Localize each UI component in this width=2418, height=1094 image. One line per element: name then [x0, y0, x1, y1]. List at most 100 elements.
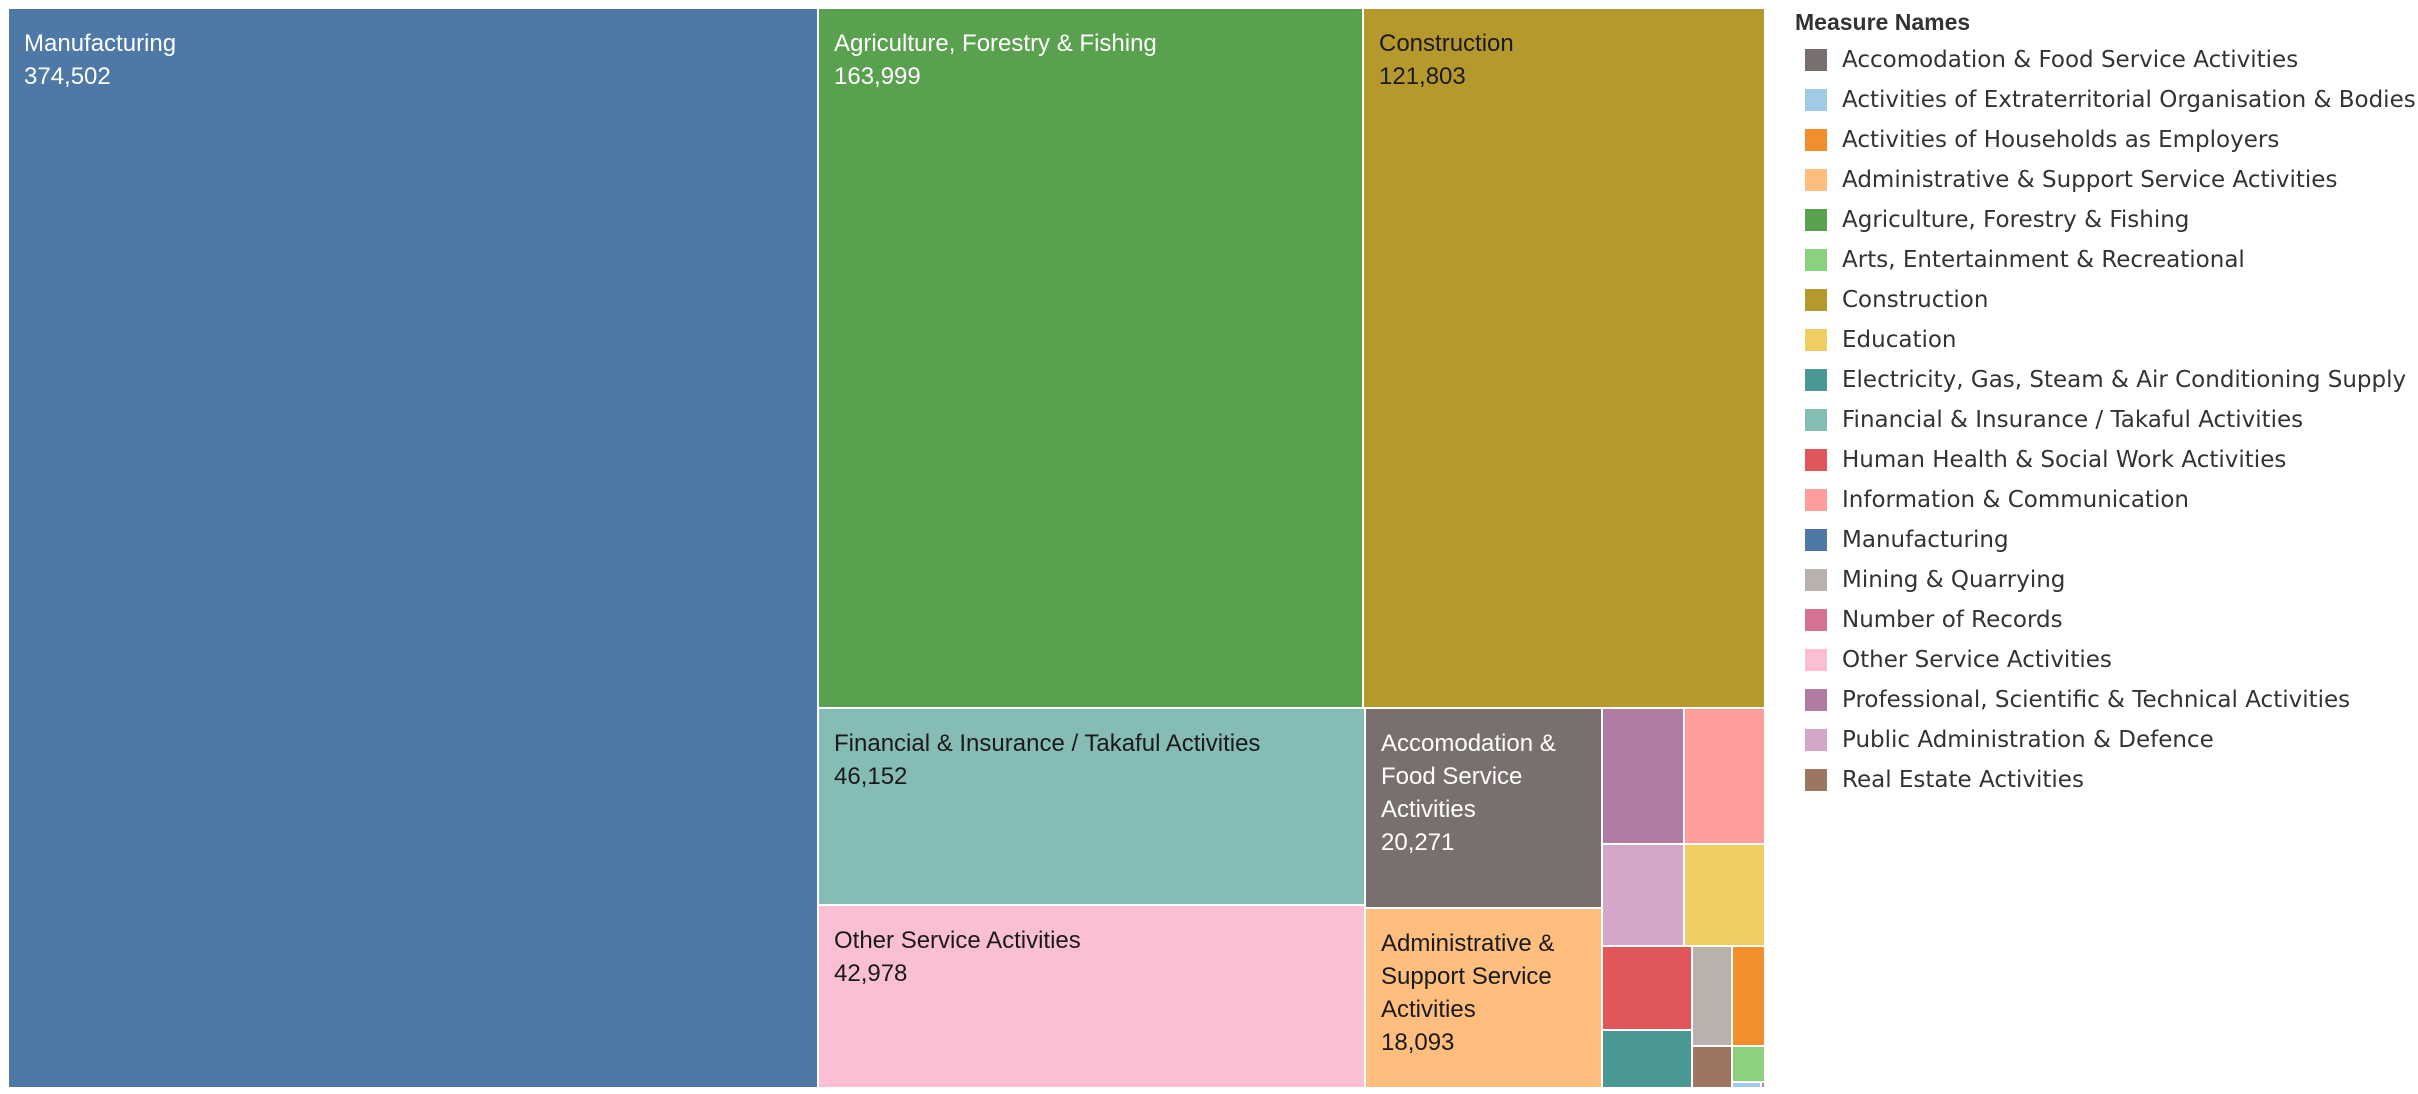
treemap-cell-agriculture-forestry-fishing[interactable]: Agriculture, Forestry & Fishing 163,999	[817, 7, 1364, 709]
treemap-name-other-service-activities: Other Service Activities	[834, 927, 1081, 954]
legend-label-number-of-records: Number of Records	[1842, 607, 2063, 633]
treemap-rect-information-communication[interactable]	[1683, 707, 1766, 845]
legend-item-professional-scientific-technical-activities[interactable]: Professional, Scientific & Technical Act…	[1795, 680, 2418, 720]
treemap-value-construction: 121,803	[1379, 63, 1466, 90]
treemap-rect-activities-of-households-as-employers[interactable]	[1731, 945, 1766, 1047]
legend-label-accomodation-food-service-activities: Accomodation & Food Service Activities	[1842, 47, 2299, 73]
treemap-cell-electricity-gas-steam-air-conditioning-supply[interactable]	[1601, 1029, 1693, 1089]
treemap-cell-financial-insurance-takaful-activities[interactable]: Financial & Insurance / Takaful Activiti…	[817, 707, 1366, 906]
treemap-rect-construction[interactable]	[1362, 7, 1766, 709]
legend-item-public-administration-defence[interactable]: Public Administration & Defence	[1795, 720, 2418, 760]
legend-item-education[interactable]: Education	[1795, 320, 2418, 360]
treemap-cell-mining-quarrying[interactable]	[1691, 945, 1733, 1047]
treemap-rect-mining-quarrying[interactable]	[1691, 945, 1733, 1047]
legend-label-arts-entertainment-recreational: Arts, Entertainment & Recreational	[1842, 247, 2245, 273]
treemap-rect-public-administration-defence[interactable]	[1601, 843, 1685, 947]
legend-swatch-information-communication	[1805, 489, 1827, 511]
treemap-rect-activities-of-extraterritorial-organisation-bodies[interactable]	[1731, 1081, 1762, 1089]
legend-label-mining-quarrying: Mining & Quarrying	[1842, 567, 2066, 593]
treemap-value-administrative-support-service-activities: 18,093	[1381, 1029, 1454, 1056]
legend-swatch-construction	[1805, 289, 1827, 311]
treemap-rect-education[interactable]	[1683, 843, 1766, 947]
legend-item-information-communication[interactable]: Information & Communication	[1795, 480, 2418, 520]
treemap-rect-real-estate-activities[interactable]	[1691, 1045, 1733, 1089]
legend-label-manufacturing: Manufacturing	[1842, 527, 2009, 553]
legend-label-administrative-support-service-activities: Administrative & Support Service Activit…	[1842, 167, 2338, 193]
legend: Measure Names Accomodation & Food Servic…	[1795, 4, 2418, 800]
treemap-rect-human-health-social-work-activities[interactable]	[1601, 945, 1693, 1031]
legend-swatch-number-of-records	[1805, 609, 1827, 631]
treemap-cell-administrative-support-service-activities[interactable]: Administrative & Support Service Activitie…	[1364, 907, 1603, 1089]
legend-item-administrative-support-service-activities[interactable]: Administrative & Support Service Activit…	[1795, 160, 2418, 200]
treemap-rect-professional-scientific-technical-activities[interactable]	[1601, 707, 1685, 845]
legend-item-arts-entertainment-recreational[interactable]: Arts, Entertainment & Recreational	[1795, 240, 2418, 280]
treemap-cell-activities-of-extraterritorial-organisation-bodies[interactable]	[1731, 1081, 1762, 1089]
treemap-cell-number-of-records[interactable]	[1760, 1081, 1766, 1089]
treemap-name-administrative-support-service-activities: Support Service	[1381, 963, 1552, 990]
treemap-label-construction: Construction 121,803	[1379, 30, 1514, 90]
treemap-label-agriculture-forestry-fishing: Agriculture, Forestry & Fishing 163,999	[834, 30, 1157, 90]
legend-label-education: Education	[1842, 327, 1957, 353]
treemap-label-other-service-activities: Other Service Activities 42,978	[834, 927, 1081, 987]
treemap-cell-construction[interactable]: Construction 121,803	[1362, 7, 1766, 709]
treemap-rect-accomodation-food-service-activities[interactable]	[1364, 707, 1603, 909]
treemap-name-manufacturing: Manufacturing	[24, 30, 176, 57]
legend-item-financial-insurance-takaful-activities[interactable]: Financial & Insurance / Takaful Activiti…	[1795, 400, 2418, 440]
treemap-value-financial-insurance-takaful-activities: 46,152	[834, 763, 907, 790]
legend-item-mining-quarrying[interactable]: Mining & Quarrying	[1795, 560, 2418, 600]
legend-item-activities-of-extraterritorial-organisation-bodies[interactable]: Activities of Extraterritorial Organisat…	[1795, 80, 2418, 120]
legend-label-agriculture-forestry-fishing: Agriculture, Forestry & Fishing	[1842, 207, 2190, 233]
treemap-rect-financial-insurance-takaful-activities[interactable]	[817, 707, 1366, 906]
treemap-label-financial-insurance-takaful-activities: Financial & Insurance / Takaful Activiti…	[834, 730, 1260, 790]
legend-item-other-service-activities[interactable]: Other Service Activities	[1795, 640, 2418, 680]
treemap-cell-arts-entertainment-recreational[interactable]	[1731, 1045, 1766, 1083]
legend-title: Measure Names	[1795, 9, 1971, 35]
treemap-name-construction: Construction	[1379, 30, 1514, 57]
legend-label-electricity-gas-steam-air-conditioning-supply: Electricity, Gas, Steam & Air Conditioni…	[1842, 367, 2407, 393]
legend-items: Accomodation & Food Service Activities Ac…	[1795, 40, 2418, 800]
treemap-name-accomodation-food-service-activities: Activities	[1381, 796, 1476, 823]
treemap-cell-professional-scientific-technical-activities[interactable]	[1601, 707, 1685, 845]
legend-swatch-financial-insurance-takaful-activities	[1805, 409, 1827, 431]
treemap-rect-number-of-records[interactable]	[1760, 1081, 1766, 1089]
legend-label-other-service-activities: Other Service Activities	[1842, 647, 2112, 673]
legend-item-human-health-social-work-activities[interactable]: Human Health & Social Work Activities	[1795, 440, 2418, 480]
treemap-cell-public-administration-defence[interactable]	[1601, 843, 1685, 947]
legend-swatch-public-administration-defence	[1805, 729, 1827, 751]
treemap-cell-manufacturing[interactable]: Manufacturing 374,502	[7, 7, 819, 1089]
treemap-cell-other-service-activities[interactable]: Other Service Activities 42,978	[817, 904, 1366, 1089]
legend-label-real-estate-activities: Real Estate Activities	[1842, 767, 2084, 793]
legend-item-electricity-gas-steam-air-conditioning-supply[interactable]: Electricity, Gas, Steam & Air Conditioni…	[1795, 360, 2418, 400]
treemap-cell-real-estate-activities[interactable]	[1691, 1045, 1733, 1089]
treemap-cell-human-health-social-work-activities[interactable]	[1601, 945, 1693, 1031]
treemap-cell-education[interactable]	[1683, 843, 1766, 947]
legend-swatch-arts-entertainment-recreational	[1805, 249, 1827, 271]
legend-swatch-education	[1805, 329, 1827, 351]
treemap-rect-administrative-support-service-activities[interactable]	[1364, 907, 1603, 1089]
treemap-cell-activities-of-households-as-employers[interactable]	[1731, 945, 1766, 1047]
treemap-name-administrative-support-service-activities: Administrative &	[1381, 930, 1554, 957]
treemap-cell-information-communication[interactable]	[1683, 707, 1766, 845]
treemap-cell-accomodation-food-service-activities[interactable]: Accomodation & Food Service Activities 20,2…	[1364, 707, 1603, 909]
legend-swatch-administrative-support-service-activities	[1805, 169, 1827, 191]
legend-swatch-activities-of-extraterritorial-organisation-bodies	[1805, 89, 1827, 111]
legend-item-activities-of-households-as-employers[interactable]: Activities of Households as Employers	[1795, 120, 2418, 160]
legend-item-manufacturing[interactable]: Manufacturing	[1795, 520, 2418, 560]
treemap-label-manufacturing: Manufacturing 374,502	[24, 30, 176, 90]
treemap-rect-other-service-activities[interactable]	[817, 904, 1366, 1089]
treemap-name-administrative-support-service-activities: Activities	[1381, 996, 1476, 1023]
legend-item-real-estate-activities[interactable]: Real Estate Activities	[1795, 760, 2418, 800]
treemap-value-manufacturing: 374,502	[24, 63, 111, 90]
treemap-rect-electricity-gas-steam-air-conditioning-supply[interactable]	[1601, 1029, 1693, 1089]
legend-item-agriculture-forestry-fishing[interactable]: Agriculture, Forestry & Fishing	[1795, 200, 2418, 240]
legend-item-number-of-records[interactable]: Number of Records	[1795, 600, 2418, 640]
treemap-value-accomodation-food-service-activities: 20,271	[1381, 829, 1454, 856]
treemap-name-accomodation-food-service-activities: Food Service	[1381, 763, 1522, 790]
treemap-rect-manufacturing[interactable]	[7, 7, 819, 1089]
legend-item-accomodation-food-service-activities[interactable]: Accomodation & Food Service Activities	[1795, 40, 2418, 80]
treemap-rect-agriculture-forestry-fishing[interactable]	[817, 7, 1364, 709]
legend-label-public-administration-defence: Public Administration & Defence	[1842, 727, 2214, 753]
legend-item-construction[interactable]: Construction	[1795, 280, 2418, 320]
treemap-rect-arts-entertainment-recreational[interactable]	[1731, 1045, 1766, 1083]
treemap-value-agriculture-forestry-fishing: 163,999	[834, 63, 921, 90]
